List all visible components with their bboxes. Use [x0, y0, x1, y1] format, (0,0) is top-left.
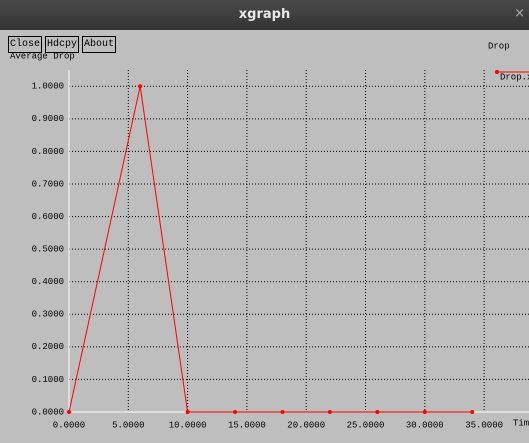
data-point: [327, 410, 332, 414]
data-point: [185, 410, 190, 414]
x-tick-label: 30.0000: [406, 420, 444, 430]
y-tick-label: 0.0000: [32, 407, 64, 417]
data-point: [375, 410, 380, 414]
x-tick-label: 5.0000: [112, 420, 144, 430]
data-point: [138, 84, 143, 89]
data-point: [67, 410, 71, 414]
window-title: xgraph: [238, 7, 291, 22]
chart-title: Drop: [488, 41, 510, 51]
x-tick-label: 20.0000: [287, 420, 325, 430]
y-tick-label: 0.9000: [32, 114, 64, 124]
close-icon[interactable]: ×: [514, 6, 525, 21]
x-tick-label: 0.0000: [53, 420, 85, 430]
x-tick-label: 25.0000: [347, 420, 385, 430]
x-tick-label: 35.0000: [465, 420, 503, 430]
y-tick-label: 0.3000: [32, 310, 64, 320]
y-axis-label: Average Drop: [10, 51, 75, 61]
hdcpy-button[interactable]: Hdcpy: [45, 36, 80, 53]
about-button[interactable]: About: [82, 36, 117, 53]
y-tick-label: 0.6000: [32, 212, 64, 222]
x-tick-label: 10.0000: [169, 420, 207, 430]
data-point: [280, 410, 285, 414]
y-tick-label: 0.4000: [32, 277, 64, 287]
x-axis-label: Tim: [513, 418, 529, 428]
y-tick-label: 0.8000: [32, 147, 64, 157]
legend-marker: [495, 70, 499, 74]
y-tick-label: 0.1000: [32, 375, 64, 385]
legend-label: Drop.x: [500, 72, 529, 82]
y-tick-label: 0.7000: [32, 179, 64, 189]
data-point: [422, 410, 427, 414]
y-tick-label: 1.0000: [32, 82, 64, 92]
y-tick-label: 0.5000: [32, 245, 64, 255]
x-tick-label: 15.0000: [228, 420, 266, 430]
y-tick-label: 0.2000: [32, 342, 64, 352]
close-button[interactable]: Close: [8, 36, 43, 53]
data-point: [470, 410, 475, 414]
data-point: [233, 410, 238, 414]
title-bar: xgraph ×: [0, 0, 529, 30]
